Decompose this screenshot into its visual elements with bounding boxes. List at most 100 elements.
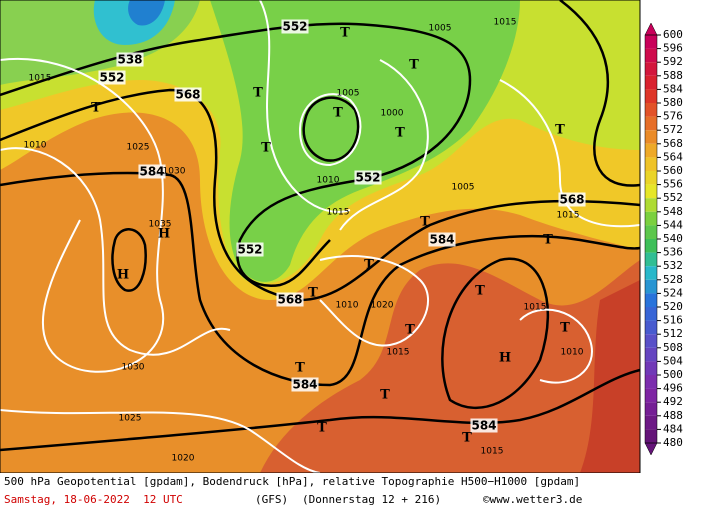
dark-red-zone [580,280,640,473]
colorbar-segment [645,225,657,239]
isobar-label: 1015 [29,74,52,84]
isobar-label: 1005 [337,89,360,99]
colorbar-arrow-bottom [644,442,658,456]
label-background [354,170,382,185]
isobar [298,93,362,167]
geopotential-label: 568 [559,193,584,207]
colorbar-tick-label: 572 [663,123,683,136]
colorbar-segment [645,75,657,90]
low-center: T [543,233,553,248]
green-zone [210,0,520,282]
low-center: T [333,106,343,121]
map-labels: 552 538 552 568 584 552 552 568 584 568 584 584 1015… [24,18,586,464]
isobar-label: 1030 [122,363,145,373]
colorbar-arrow-top [644,22,658,36]
low-center: T [405,323,415,338]
label-background [116,52,144,67]
isobar-label: 1035 [149,220,172,230]
isobar-label: 1015 [387,348,410,358]
low-center: T [475,284,485,299]
colorbar-segment [645,157,657,171]
label-background [236,242,264,257]
colorbar-segment [645,143,657,158]
low-center: T [462,431,472,446]
low-center: T [364,258,374,273]
contour [441,257,549,410]
low-center: T [91,101,101,116]
colorbar-tick-label: 520 [663,300,683,313]
colorbar-tick-label: 548 [663,205,683,218]
colorbar-segment [645,266,657,280]
isobar-label: 1025 [119,414,142,424]
contour [111,228,147,292]
low-center: T [409,58,419,73]
isobar-label: 1020 [371,301,394,311]
colorbar-tick-label: 560 [663,164,683,177]
footer-date: Samstag, 18-06-2022 12 UTC [4,493,183,506]
isobar-label: 1020 [172,454,195,464]
geopotential-label: 552 [355,171,380,185]
isobar-label: 1015 [557,211,580,221]
isobar [499,79,641,228]
footer-model: (GFS) [255,493,289,506]
geopotential-label: 584 [292,378,317,392]
colorbar-tick-label: 600 [663,28,683,41]
map-frame [0,0,641,473]
colorbar-tick-label: 500 [663,368,683,381]
colorbar-segment [645,171,657,185]
isobar-label: 1010 [336,301,359,311]
low-center: T [380,388,390,403]
geopotential-label: 568 [175,88,200,102]
colorbar-tick-label: 524 [663,286,683,299]
colorbar-tick-label: 512 [663,327,683,340]
isobar [0,147,231,356]
low-center: T [560,321,570,336]
geopotential-label: 552 [99,71,124,85]
isobar [319,255,430,347]
isobar-label: 1005 [429,24,452,34]
colorbar-segment [645,211,657,226]
colorbar: 6005965925885845805765725685645605565525… [644,22,683,456]
geopotential-label: 568 [277,293,302,307]
colorbar-tick-label: 564 [663,150,683,163]
colorbar-tick-label: 552 [663,191,683,204]
isobar [0,409,321,473]
geopotential-label: 584 [471,419,496,433]
footer-source: ©www.wetter3.de [483,493,583,506]
isobar-label: 1000 [381,109,404,119]
geopotential-label: 552 [282,20,307,34]
label-background [470,418,498,433]
colorbar-segment [645,429,657,443]
footer-description: 500 hPa Geopotential [gpdam], Bodendruck… [4,475,581,488]
colorbar-segment [645,402,657,416]
colorbar-segment [645,103,657,117]
colorbar-tick-label: 480 [663,436,683,449]
label-background [558,192,586,207]
colorbar-tick-label: 536 [663,246,683,259]
colorbar-segment [645,293,657,307]
colorbar-tick-label: 492 [663,395,683,408]
colorbar-segment [645,334,657,348]
colorbar-tick-label: 596 [663,42,683,55]
isobar-label: 1030 [163,167,186,177]
low-center: T [555,123,565,138]
isobar [519,308,593,384]
isobar [0,57,164,373]
contour [0,88,641,302]
label-background [428,232,456,247]
colorbar-segment [645,184,657,199]
colorbar-tick-label: 568 [663,137,683,150]
colorbar-segment [645,307,657,321]
colorbar-segment [645,130,657,144]
colorbar-tick-label: 580 [663,96,683,109]
contour [559,0,641,187]
isobar-label: 1010 [561,348,584,358]
colorbar-tick-label: 588 [663,69,683,82]
isobar-label: 1015 [494,18,517,28]
label-background [291,377,319,392]
colorbar-tick-label: 496 [663,382,683,395]
colorbar-tick-label: 488 [663,409,683,422]
isobar-label: 1010 [317,176,340,186]
colorbar-segment [645,279,657,294]
